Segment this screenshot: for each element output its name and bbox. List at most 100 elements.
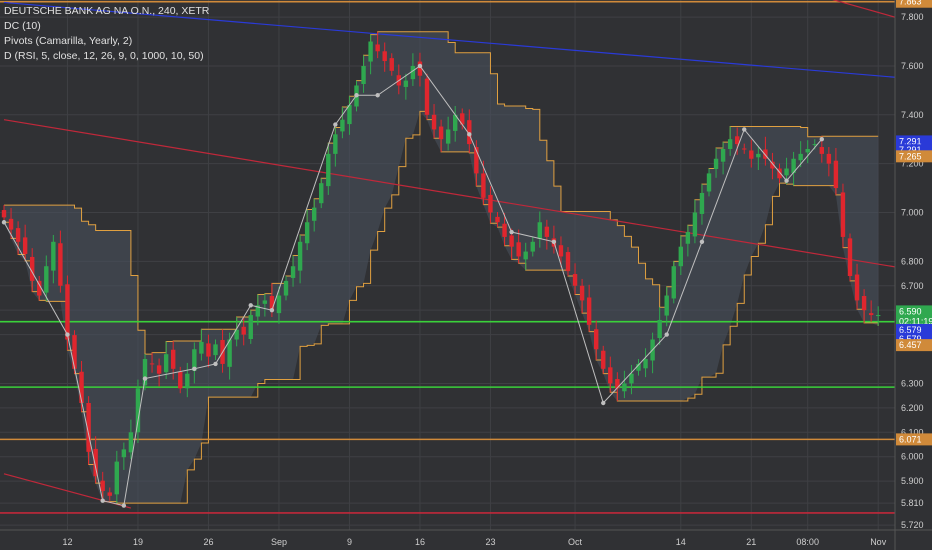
x-tick-label: Nov <box>870 537 887 547</box>
legend-pivots[interactable]: Pivots (Camarilla, Yearly, 2) <box>4 35 133 47</box>
price-axis[interactable]: 7.8007.6007.4007.2007.0006.8006.7006.600… <box>895 0 932 550</box>
x-tick-label: 08:00 <box>796 537 819 547</box>
candle-body <box>276 295 282 314</box>
candlestick-series <box>1 31 881 504</box>
candle-body <box>255 305 260 317</box>
candle <box>544 219 550 250</box>
candle-body <box>93 448 98 477</box>
candle-body <box>37 280 42 296</box>
candle-body <box>453 114 458 131</box>
candle <box>319 178 324 209</box>
candle-body <box>488 194 493 213</box>
candle-body <box>227 339 232 367</box>
candle-body <box>847 238 853 276</box>
candle-body <box>135 388 141 433</box>
candle <box>417 52 423 87</box>
zigzag-point <box>354 93 359 98</box>
x-tick-label: 14 <box>676 537 686 547</box>
zigzag-point <box>664 332 669 337</box>
candle <box>685 225 691 257</box>
x-tick-label: Oct <box>568 537 583 547</box>
candle <box>410 53 416 86</box>
candle-body <box>375 44 380 52</box>
candle <box>868 300 874 322</box>
candle-body <box>735 136 740 145</box>
candle-body <box>720 148 726 162</box>
price_tag_5: 6.590 <box>896 305 932 318</box>
candle-body <box>495 216 500 223</box>
candle-body <box>241 326 246 335</box>
candle <box>692 199 698 244</box>
candle <box>375 31 380 59</box>
candle <box>601 345 606 374</box>
y-tick-label: 6.000 <box>901 452 924 462</box>
candle <box>163 341 169 380</box>
price-tag-bg <box>896 433 932 446</box>
candle <box>107 487 112 501</box>
candle-body <box>171 349 176 369</box>
candle <box>297 234 303 284</box>
zigzag-point <box>248 303 253 308</box>
candle <box>594 320 599 361</box>
candle <box>460 108 465 130</box>
candle-body <box>537 222 542 239</box>
candle-body <box>142 359 148 386</box>
price-tag-bg <box>896 305 932 318</box>
candle-body <box>558 245 564 257</box>
legend-dc[interactable]: DC (10) <box>4 20 41 32</box>
candle-body <box>114 461 119 495</box>
candle-body <box>770 161 775 169</box>
candle <box>438 119 444 152</box>
candle <box>234 317 239 347</box>
y-tick-label: 5.810 <box>901 498 924 508</box>
candle <box>876 306 881 326</box>
candle <box>255 294 260 326</box>
candle-body <box>361 65 366 85</box>
candle <box>15 221 21 255</box>
candle <box>241 318 246 346</box>
candle-body <box>382 51 387 62</box>
price_tag_4: 7.265 <box>896 150 932 163</box>
candle-body <box>615 379 620 389</box>
candle <box>22 224 28 261</box>
candle-body <box>65 284 70 340</box>
candle <box>37 275 42 301</box>
candle <box>706 168 712 197</box>
candle-body <box>784 168 789 176</box>
candle <box>276 286 282 324</box>
zigzag-line <box>1 63 824 508</box>
candle <box>86 396 91 465</box>
zigzag-point <box>142 376 148 381</box>
candle <box>720 142 726 175</box>
candle <box>44 255 49 302</box>
price_tag_10: 6.071 <box>896 433 932 446</box>
symbol-title[interactable]: DEUTSCHE BANK AG NA O.N., 240, XETR <box>4 5 210 17</box>
candle <box>185 362 190 398</box>
price-tag-bg <box>896 150 932 163</box>
candle-body <box>44 266 49 293</box>
candle <box>826 147 832 177</box>
candle-body <box>749 150 754 159</box>
price_tag_9: 6.457 <box>896 339 932 352</box>
zigzag-point <box>742 127 747 132</box>
price-tag-label: 6.579 <box>899 334 922 344</box>
zigzag-point <box>819 137 824 142</box>
candle-body <box>523 251 528 260</box>
candle-body <box>79 371 84 403</box>
candle-body <box>643 359 648 369</box>
candle <box>586 284 592 332</box>
zigzag-point <box>784 178 789 183</box>
y-tick-label: 6.800 <box>901 256 924 266</box>
candle <box>156 358 162 387</box>
candle-body <box>678 246 683 267</box>
x-tick-label: 26 <box>203 537 213 547</box>
candle <box>770 152 775 180</box>
candle <box>192 342 197 384</box>
x-tick-label: 9 <box>347 537 352 547</box>
legend-indicator[interactable]: D (RSI, 5, close, 12, 26, 9, 0, 1000, 10… <box>4 50 204 62</box>
candle-body <box>509 235 514 247</box>
candle-body <box>805 148 810 153</box>
x-tick-label: 23 <box>485 537 495 547</box>
